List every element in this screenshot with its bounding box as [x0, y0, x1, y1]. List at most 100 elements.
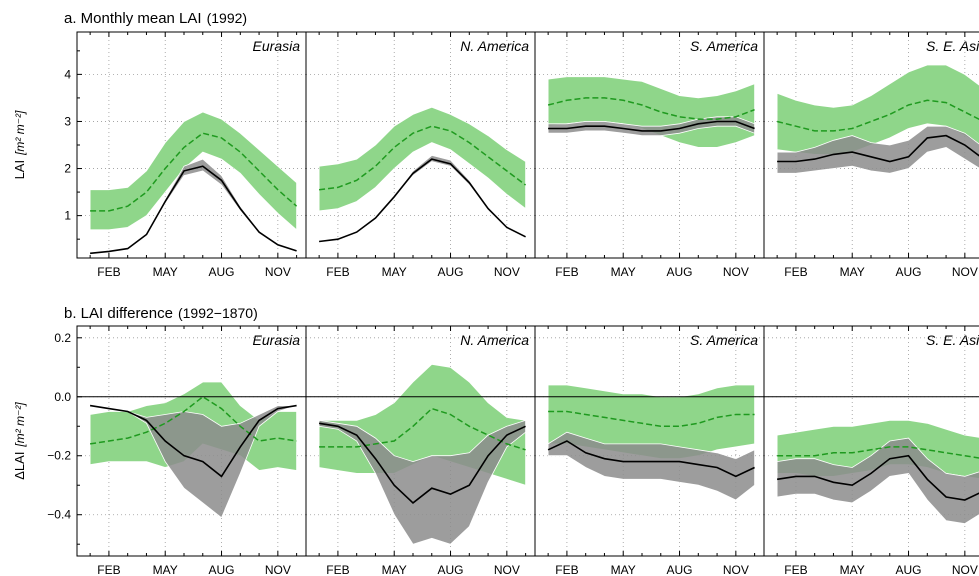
y-axis-label-main: ΔLAI — [12, 452, 27, 480]
region-label: S. E. Asia — [926, 38, 979, 54]
x-tick-label: MAY — [840, 563, 865, 576]
x-tick-label: FEB — [555, 265, 578, 279]
x-tick-label: MAY — [382, 265, 407, 279]
x-tick-label: NOV — [265, 265, 291, 279]
green-spread-band — [547, 76, 755, 148]
black-mean-line — [776, 454, 979, 501]
gray-spread-band — [318, 419, 526, 545]
green-mean-line — [89, 395, 297, 445]
y-tick-label: −0.4 — [47, 508, 71, 522]
y-axis-label-b: ΔLAI [m² m⁻²] — [12, 402, 27, 480]
gray-spread-band — [776, 437, 979, 525]
row-title-b: b. LAI difference (1992−1870) — [64, 305, 258, 322]
region-label: S. E. Asia — [926, 332, 979, 348]
green-mean-line — [547, 97, 755, 120]
panel-plot-area — [764, 326, 979, 556]
panel-row-b: b. LAI difference (1992−1870) ΔLAI [m² m⁻²]… — [12, 305, 979, 576]
x-tick-label: NOV — [494, 563, 520, 576]
x-tick-label: FEB — [97, 265, 120, 279]
x-tick-label: AUG — [209, 265, 235, 279]
x-tick-label: FEB — [326, 265, 349, 279]
gray-spread-band — [547, 431, 755, 501]
y-axis-label-main: LAI — [12, 160, 27, 180]
x-tick-label: AUG — [209, 563, 235, 576]
y-tick-label: −0.2 — [47, 449, 71, 463]
x-tick-label: FEB — [97, 563, 120, 576]
y-tick-label: 3 — [64, 114, 71, 128]
x-tick-label: FEB — [555, 563, 578, 576]
region-label: N. America — [460, 38, 529, 54]
gray-spread-band — [547, 116, 755, 136]
row-title-paren: (1992) — [207, 10, 247, 26]
green-mean-line — [777, 446, 979, 459]
panel-plot-area — [764, 32, 979, 258]
panel-a-1: FEB MAY AUG NOV N. America — [305, 31, 536, 279]
x-tick-label: NOV — [952, 265, 978, 279]
black-mean-line — [777, 134, 979, 163]
x-tick-label: NOV — [494, 265, 520, 279]
black-mean-line — [547, 440, 755, 478]
panel-plot-area — [77, 326, 306, 556]
region-label: S. America — [690, 38, 758, 54]
row-title-paren: (1992−1870) — [178, 305, 258, 321]
y-axis-label-units: [m² m⁻²] — [13, 402, 27, 448]
panel-a-0: FEB MAY AUG NOV Eurasia — [76, 31, 307, 279]
black-mean-line — [319, 158, 526, 243]
green-spread-band — [318, 106, 526, 212]
panel-plot-area — [306, 32, 535, 258]
region-label: Eurasia — [253, 38, 301, 54]
row-title-a: a. Monthly mean LAI (1992) — [64, 10, 247, 27]
y-tick-label: 4 — [64, 67, 71, 81]
x-tick-label: AUG — [667, 265, 693, 279]
x-tick-label: AUG — [438, 563, 464, 576]
panel-b-2: FEB MAY AUG NOV S. America — [534, 325, 765, 576]
x-tick-label: MAY — [153, 265, 178, 279]
row-title-main: a. Monthly mean LAI — [64, 10, 202, 27]
x-tick-label: MAY — [840, 265, 865, 279]
panel-b-0: FEB MAY AUG NOV Eurasia — [76, 325, 307, 576]
green-spread-band — [89, 111, 297, 231]
x-tick-label: AUG — [667, 563, 693, 576]
row-title-main: b. LAI difference — [64, 305, 173, 322]
panel-frame — [763, 31, 979, 259]
panel-plot-area — [306, 326, 535, 556]
panel-frame — [534, 31, 765, 259]
panel-b-3: FEB MAY AUG NOV S. E. Asia — [763, 325, 979, 576]
panel-b-1: FEB MAY AUG NOV N. America — [305, 325, 536, 576]
y-axis-label-a: LAI [m² m⁻²] — [12, 110, 27, 180]
y-axis-label-units: [m² m⁻²] — [13, 110, 27, 156]
x-tick-label: FEB — [784, 265, 807, 279]
green-mean-line — [319, 125, 527, 191]
green-mean-line — [319, 407, 526, 451]
x-tick-label: MAY — [611, 265, 636, 279]
x-tick-label: NOV — [723, 265, 749, 279]
x-tick-label: FEB — [326, 563, 349, 576]
panel-frame — [763, 325, 979, 557]
black-mean-line — [318, 422, 526, 504]
x-tick-label: AUG — [896, 265, 922, 279]
region-label: Eurasia — [253, 332, 301, 348]
region-label: N. America — [460, 332, 529, 348]
y-tick-label: 2 — [64, 162, 71, 176]
x-tick-label: AUG — [438, 265, 464, 279]
y-tick-label: 0.2 — [54, 331, 71, 345]
x-tick-label: FEB — [784, 563, 807, 576]
green-mean-line — [90, 132, 298, 212]
x-tick-label: NOV — [265, 563, 291, 576]
x-tick-label: AUG — [896, 563, 922, 576]
y-tick-label: 0.0 — [54, 390, 71, 404]
panel-plot-area — [535, 326, 764, 556]
region-label: S. America — [690, 332, 758, 348]
panel-plot-area — [535, 32, 764, 258]
y-tick-label: 1 — [64, 209, 71, 223]
panel-plot-area — [77, 32, 306, 258]
x-tick-label: MAY — [611, 563, 636, 576]
panel-row-a: a. Monthly mean LAI (1992) LAI [m² m⁻²] 1 2 3 4… — [12, 10, 979, 279]
panel-a-3: FEB MAY AUG NOV S. E. Asia — [763, 31, 979, 279]
green-mean-line — [548, 410, 755, 428]
x-tick-label: NOV — [952, 563, 978, 576]
black-mean-line — [89, 404, 297, 478]
panel-a-2: FEB MAY AUG NOV S. America — [534, 31, 765, 279]
x-tick-label: MAY — [153, 563, 178, 576]
